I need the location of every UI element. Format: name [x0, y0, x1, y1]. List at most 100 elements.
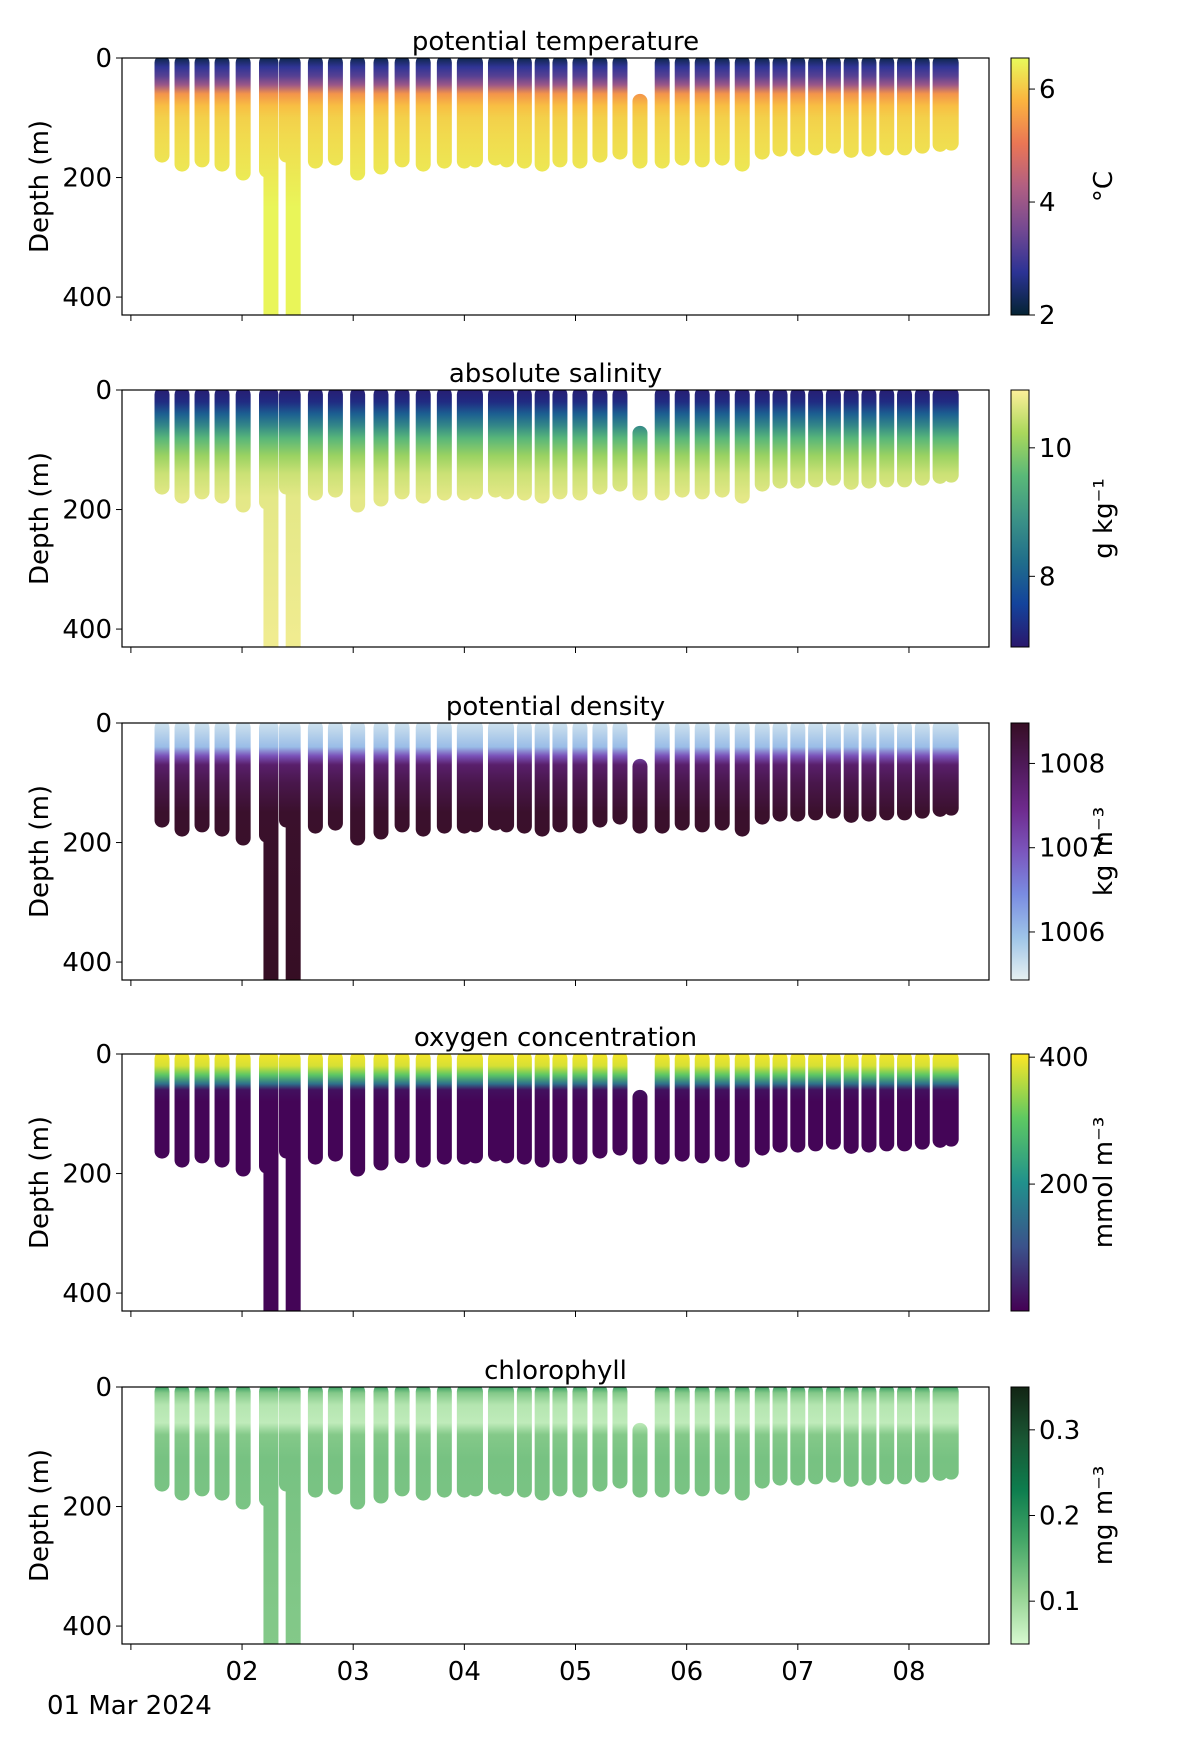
profile	[350, 390, 366, 513]
profile	[754, 1054, 770, 1156]
profile	[307, 58, 323, 169]
profile	[861, 390, 877, 489]
profile	[654, 723, 670, 834]
profile	[373, 1387, 389, 1504]
axes-frame	[121, 57, 990, 316]
profile	[879, 1387, 895, 1485]
profile	[897, 58, 913, 156]
profile	[694, 723, 710, 833]
profile	[516, 390, 532, 501]
profile	[843, 1387, 859, 1487]
profile	[825, 1387, 841, 1483]
profile	[808, 1054, 824, 1152]
profile	[861, 723, 877, 822]
profile	[654, 1387, 670, 1498]
profile	[235, 390, 251, 513]
profile	[516, 58, 532, 169]
profile	[592, 1054, 608, 1159]
profile	[499, 1054, 515, 1164]
profile	[373, 390, 389, 507]
profile	[436, 58, 452, 169]
profile	[214, 723, 230, 837]
profile	[861, 1054, 877, 1153]
profile	[350, 1054, 366, 1177]
colorbar-tick-label: 400	[1039, 1043, 1089, 1073]
profile	[436, 723, 452, 834]
profile	[754, 58, 770, 160]
profile	[914, 723, 930, 819]
profile	[154, 58, 170, 163]
colorbar-tick-label: 0.3	[1039, 1416, 1080, 1446]
profile	[174, 1387, 190, 1501]
profile	[714, 58, 730, 166]
profile	[285, 1054, 301, 1311]
profile	[394, 1054, 410, 1164]
profile	[914, 1387, 930, 1483]
y-axis-label: Depth (m)	[25, 1116, 55, 1249]
y-tick-label: 200	[62, 1493, 112, 1523]
profiles	[154, 390, 959, 647]
profile	[734, 58, 750, 172]
profile	[943, 390, 959, 483]
colorbar-label: kg m⁻³	[1089, 807, 1119, 896]
profile	[674, 390, 690, 498]
profile	[714, 1054, 730, 1162]
profile	[825, 58, 841, 154]
profile	[285, 1387, 301, 1644]
colorbar-tick-label: 6	[1039, 75, 1056, 105]
profile	[534, 1387, 550, 1501]
profile	[843, 1054, 859, 1154]
profile	[285, 723, 301, 980]
profile	[914, 58, 930, 154]
chart-title: potential temperature	[412, 27, 699, 57]
profile	[674, 723, 690, 831]
profile	[772, 1054, 788, 1153]
profile	[516, 723, 532, 834]
chart-title: potential density	[446, 692, 665, 722]
colorbar-tick-label: 1006	[1039, 918, 1105, 948]
profile	[790, 58, 806, 157]
profile	[897, 723, 913, 821]
profile	[714, 723, 730, 831]
profile	[436, 390, 452, 501]
profile	[843, 390, 859, 490]
profile	[572, 390, 588, 501]
profile	[394, 58, 410, 168]
axes-frame	[121, 389, 990, 648]
profile	[154, 723, 170, 828]
colorbar-label: g kg⁻¹	[1089, 478, 1119, 558]
colorbar-tick-label: 1007	[1039, 834, 1105, 864]
profile	[194, 1054, 210, 1164]
profile	[772, 1387, 788, 1486]
y-tick-label: 400	[62, 1612, 112, 1642]
profile	[674, 1387, 690, 1495]
x-tick-label: 05	[559, 1657, 592, 1687]
profile	[263, 390, 279, 647]
profile	[612, 1387, 628, 1489]
profile	[214, 1054, 230, 1168]
profile	[914, 390, 930, 486]
profile	[499, 723, 515, 833]
y-tick-label: 200	[62, 496, 112, 526]
profile	[263, 1387, 279, 1644]
profile	[327, 1054, 343, 1162]
profile	[879, 390, 895, 488]
axes-frame	[121, 1386, 990, 1645]
profile	[154, 390, 170, 495]
profile	[534, 723, 550, 837]
profile	[612, 390, 628, 492]
profile	[592, 723, 608, 828]
profile	[694, 1387, 710, 1497]
x-tick-label: 08	[892, 1657, 925, 1687]
colorbar	[1010, 57, 1030, 316]
profile	[914, 1054, 930, 1150]
profile	[694, 390, 710, 500]
profile	[394, 1387, 410, 1497]
profile	[307, 1054, 323, 1165]
profile	[612, 723, 628, 825]
profile	[790, 1054, 806, 1153]
colorbar-label: mg m⁻³	[1089, 1466, 1119, 1566]
x-tick-label: 06	[670, 1657, 703, 1687]
profile	[674, 1054, 690, 1162]
